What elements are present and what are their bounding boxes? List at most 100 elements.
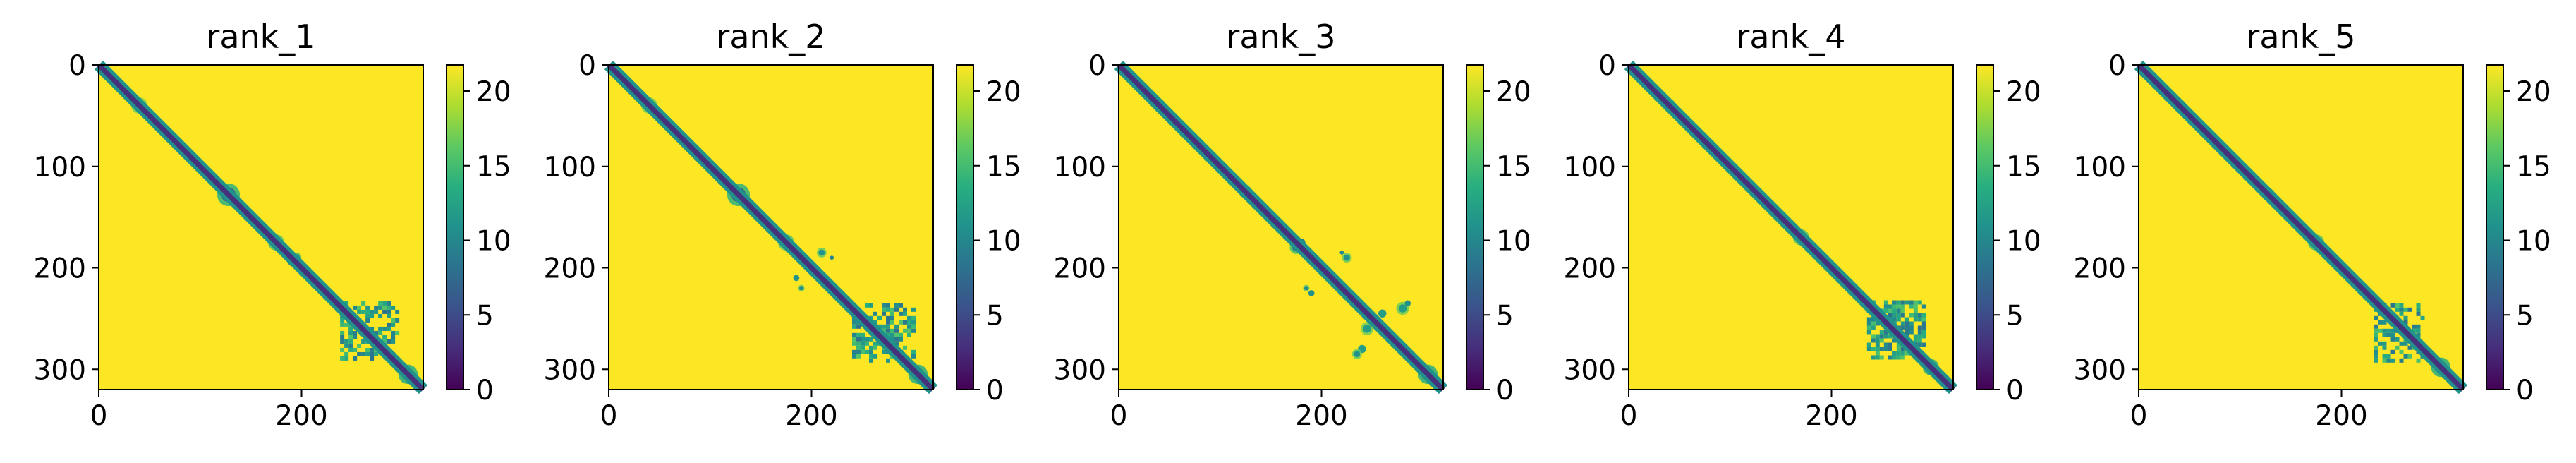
- contact-cell: [1904, 330, 1909, 335]
- axes-frame: [98, 64, 424, 390]
- contact-cell: [344, 322, 349, 327]
- contact-cell: [903, 328, 907, 333]
- contact-cell: [1879, 330, 1884, 335]
- contact-cell: [1900, 308, 1905, 313]
- contact-cell: [911, 354, 916, 359]
- contact-cell: [344, 351, 349, 356]
- colorbar-tick-label: 20: [986, 76, 1021, 108]
- colorbar-tick-label: 20: [2516, 76, 2551, 108]
- contact-cell: [869, 337, 873, 342]
- x-tick-label: 0: [1620, 400, 1638, 432]
- contact-cell: [890, 337, 894, 342]
- contact-cell: [890, 307, 894, 312]
- x-tick-label: 0: [1110, 400, 1128, 432]
- contact-cell: [1892, 308, 1897, 313]
- contact-cell: [2403, 341, 2408, 346]
- contact-cell: [2374, 315, 2378, 320]
- colorbar-tick-label: 20: [476, 76, 511, 108]
- contact-cell: [861, 337, 865, 342]
- contact-cell: [370, 347, 375, 352]
- contact-cell: [2382, 328, 2387, 333]
- colorbar-tick-label: 0: [2006, 375, 2024, 407]
- contact-cell: [873, 311, 877, 316]
- contact-cell: [395, 309, 400, 314]
- contact-cell: [365, 305, 370, 310]
- contact-cell: [899, 337, 903, 342]
- contact-cell: [890, 320, 894, 325]
- panel-title: rank_4: [1736, 18, 1845, 56]
- contact-cell: [861, 345, 865, 350]
- contact-cell: [1917, 342, 1922, 347]
- colorbar-tick-label: 10: [1496, 226, 1531, 258]
- contact-cell: [907, 328, 911, 333]
- contact-cell: [365, 309, 370, 314]
- contact-cell: [391, 318, 396, 323]
- contact-cell: [869, 349, 873, 354]
- contact-cell: [1892, 355, 1897, 360]
- contact-cell: [894, 328, 899, 333]
- contact-cell: [1921, 330, 1926, 335]
- contact-cell: [1892, 300, 1897, 305]
- heatmap-panel: 0 200 0 100 200 300 rank_5 0 5 10 15 20: [2074, 18, 2551, 432]
- colorbar: [1976, 64, 1994, 390]
- contact-cell: [374, 351, 379, 356]
- contact-cell: [861, 341, 865, 346]
- contact-cell: [382, 326, 387, 331]
- contact-cell: [911, 307, 916, 312]
- contact-cell: [378, 313, 383, 318]
- contact-cell: [370, 351, 375, 356]
- y-tick-label: 100: [2074, 152, 2126, 184]
- y-tick-label: 0: [578, 50, 596, 82]
- contact-cell: [1883, 347, 1888, 351]
- contact-cell: [1904, 321, 1909, 326]
- contact-cell: [2412, 324, 2417, 329]
- y-tick-label: 0: [68, 50, 86, 82]
- contact-cell: [340, 339, 345, 344]
- contact-cell: [1892, 351, 1897, 356]
- contact-cell: [1875, 321, 1880, 326]
- contact-cell: [378, 305, 383, 310]
- contact-cell: [2395, 303, 2400, 308]
- contact-cell: [365, 313, 370, 318]
- contact-cell: [890, 332, 894, 337]
- contact-cell: [856, 332, 861, 337]
- contact-cell: [1913, 304, 1918, 309]
- contact-cell: [353, 335, 358, 339]
- contact-cell: [374, 305, 379, 310]
- contact-cell: [1875, 351, 1880, 356]
- y-tick-label: 200: [1054, 253, 1106, 285]
- contact-cell: [365, 347, 370, 352]
- colorbar-tick-label: 10: [986, 226, 1021, 258]
- contact-cell: [2416, 328, 2421, 333]
- colorbar-tick-label: 10: [2006, 226, 2041, 258]
- contact-cell: [1888, 347, 1892, 351]
- x-tick-label: 0: [600, 400, 618, 432]
- contact-cell: [1896, 355, 1901, 360]
- contact-cell: [1913, 308, 1918, 313]
- contact-cell: [353, 356, 358, 361]
- contact-cell: [903, 311, 907, 316]
- contact-cell: [1875, 355, 1880, 360]
- axes-frame: [608, 64, 934, 390]
- contact-cell: [391, 330, 396, 335]
- contact-cell: [886, 332, 890, 337]
- contact-cell: [2382, 354, 2387, 359]
- colorbar-tick-label: 15: [2006, 151, 2041, 183]
- contact-cell: [2378, 328, 2383, 333]
- contact-cell: [1888, 334, 1892, 339]
- contact-blob: [1354, 351, 1361, 357]
- y-tick-label: 200: [2074, 253, 2126, 285]
- contact-cell: [1875, 334, 1880, 339]
- panel-title: rank_2: [716, 18, 825, 56]
- contact-cell: [2420, 315, 2425, 320]
- colorbar-tick-label: 0: [1496, 375, 1514, 407]
- contact-cell: [852, 337, 856, 342]
- y-tick-label: 200: [1564, 253, 1616, 285]
- diagonal-band: [1627, 63, 1955, 392]
- contact-cell: [1917, 330, 1922, 335]
- y-tick-label: 0: [1598, 50, 1616, 82]
- contact-cell: [911, 315, 916, 320]
- colorbar-tick-label: 5: [1496, 300, 1514, 332]
- contact-cell: [886, 320, 890, 325]
- contact-cell: [2399, 303, 2404, 308]
